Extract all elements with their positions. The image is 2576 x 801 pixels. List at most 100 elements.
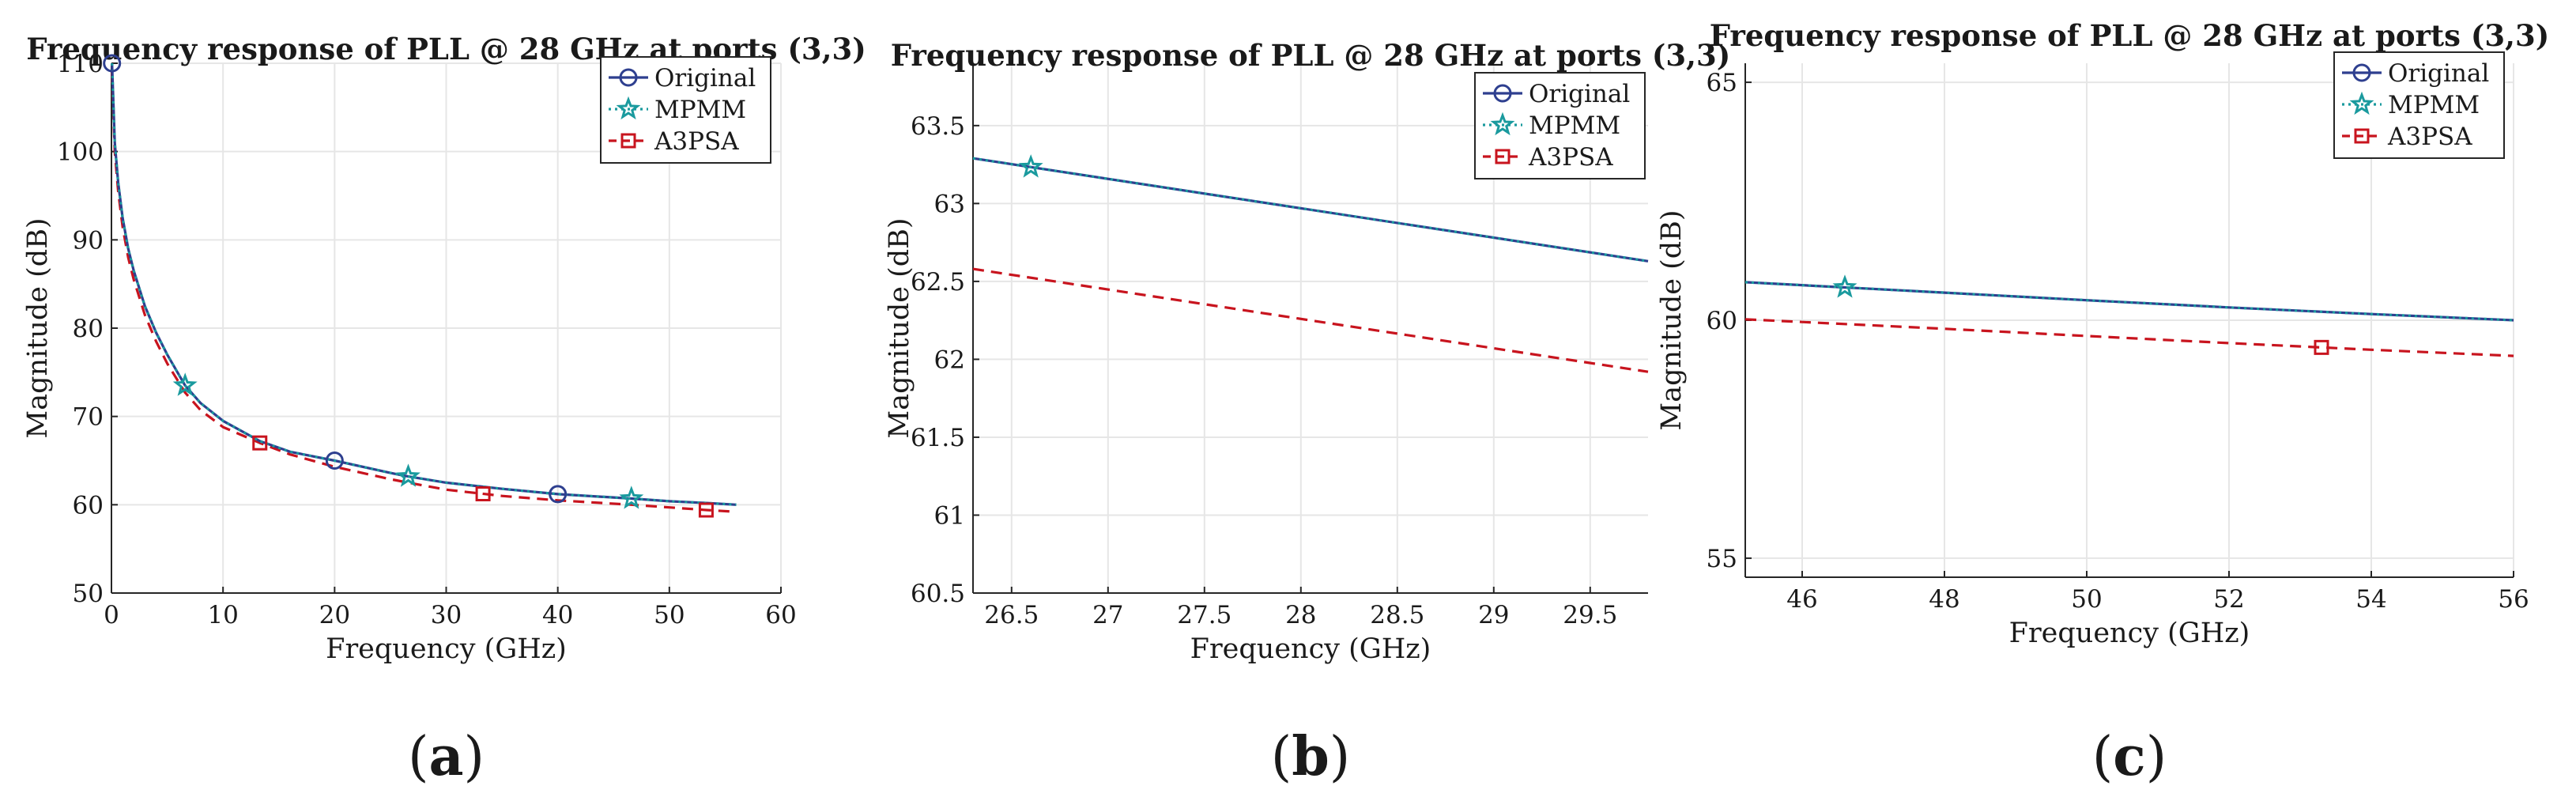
y-tick-label: 50 [73, 580, 104, 608]
x-axis-label: Frequency (GHz) [1190, 633, 1431, 665]
legend-label-original: Original [2388, 59, 2489, 88]
caption-open-paren: ( [2092, 726, 2114, 788]
x-tick-label: 30 [431, 601, 462, 629]
data-point-mpmm [396, 463, 421, 487]
legend-marker-a3psa [2354, 128, 2370, 144]
x-tick-label: 29 [1478, 601, 1509, 629]
x-tick-label: 10 [207, 601, 238, 629]
x-tick-label: 54 [2355, 585, 2386, 614]
x-axis-label: Frequency (GHz) [326, 633, 567, 665]
chart-panel-c: 46 48 50 52 54 56 55 60 65 Frequency response of … [1656, 18, 2549, 788]
chart-title: Frequency response of PLL @ 28 GHz at po… [1710, 18, 2549, 53]
legend-label-original: Original [654, 64, 756, 93]
data-point-a3psa [2314, 339, 2329, 355]
x-tick-label: 46 [1786, 585, 1817, 614]
series-line-original [111, 62, 737, 506]
legend-label-mpmm: MPMM [654, 96, 746, 124]
panel-caption: (a) [408, 725, 485, 788]
caption-close-paren: ) [2146, 726, 2167, 788]
data-point-a3psa [252, 435, 268, 451]
x-tick-label: 40 [542, 601, 573, 629]
data-point-mpmm [1018, 154, 1043, 178]
caption-close-paren: ) [1329, 726, 1351, 788]
y-axis-label: Magnitude (dB) [22, 217, 54, 438]
y-tick-label: 63.5 [911, 112, 965, 141]
data-point-original [103, 54, 122, 73]
y-axis-label: Magnitude (dB) [1656, 210, 1688, 430]
x-tick-label: 52 [2213, 585, 2244, 614]
legend-label-a3psa: A3PSA [1528, 143, 1613, 172]
legend-marker-original [619, 68, 638, 87]
legend-marker-a3psa [620, 133, 636, 149]
y-tick-label: 63 [934, 190, 965, 218]
x-tick-label: 48 [1929, 585, 1959, 614]
x-tick-label: 50 [2071, 585, 2102, 614]
x-tick-label: 26.5 [984, 601, 1039, 629]
x-tick-label: 50 [654, 601, 685, 629]
x-tick-label: 27 [1092, 601, 1123, 629]
panel-caption: (b) [1271, 725, 1351, 788]
legend-marker-original [1493, 84, 1512, 103]
y-tick-label: 61.5 [911, 424, 965, 452]
x-tick-label: 56 [2498, 585, 2529, 614]
y-tick-label: 61 [934, 501, 965, 530]
data-point-mpmm [1832, 274, 1858, 298]
y-tick-label: 60.5 [911, 580, 965, 608]
y-tick-label: 80 [73, 315, 104, 343]
series-line-a3psa [972, 267, 1649, 373]
chart-panel-b: 26.5 27 27.5 28 28.5 29 29.5 60.5 61 61.5 62 62.5 63… [884, 38, 1730, 788]
x-tick-label: 28 [1285, 601, 1316, 629]
caption-open-paren: ( [408, 726, 429, 788]
legend-label-a3psa: A3PSA [654, 127, 739, 156]
legend-marker-original [2352, 63, 2371, 82]
series-line-original [972, 157, 1649, 263]
legend-label-a3psa: A3PSA [2387, 123, 2472, 151]
series-line-mpmm [1744, 281, 2514, 322]
data-point-a3psa [698, 502, 714, 518]
x-axis-label: Frequency (GHz) [2009, 618, 2250, 649]
y-tick-label: 90 [73, 226, 104, 255]
chart-title: Frequency response of PLL @ 28 GHz at po… [891, 38, 1730, 73]
caption-letter: b [1292, 725, 1329, 788]
y-tick-label: 62 [934, 346, 965, 374]
legend: Original MPMM A3PSA [600, 56, 771, 164]
caption-letter: c [2113, 725, 2145, 788]
y-tick-label: 60 [1707, 307, 1737, 335]
caption-close-paren: ) [464, 726, 485, 788]
x-tick-label: 28.5 [1370, 601, 1424, 629]
legend-label-mpmm: MPMM [1529, 111, 1620, 140]
legend-marker-mpmm [2349, 91, 2374, 115]
data-point-a3psa [475, 486, 491, 502]
data-point-mpmm [172, 372, 198, 396]
caption-open-paren: ( [1271, 726, 1292, 788]
y-tick-label: 110 [57, 50, 104, 78]
data-point-original [325, 452, 344, 470]
caption-letter: a [428, 725, 463, 788]
x-tick-label: 20 [319, 601, 350, 629]
y-tick-label: 62.5 [911, 268, 965, 297]
y-tick-label: 100 [57, 138, 104, 167]
y-tick-label: 55 [1707, 545, 1737, 573]
x-tick-label: 60 [765, 601, 796, 629]
x-tick-label: 29.5 [1563, 601, 1617, 629]
x-tick-label: 0 [104, 601, 119, 629]
y-tick-label: 60 [73, 491, 104, 520]
legend-marker-mpmm [616, 96, 641, 120]
legend-marker-mpmm [1490, 111, 1515, 136]
series-line-a3psa [1744, 318, 2514, 357]
x-tick-label: 27.5 [1177, 601, 1231, 629]
legend-marker-a3psa [1495, 149, 1511, 164]
legend: Original MPMM A3PSA [1474, 72, 1646, 179]
y-tick-label: 65 [1707, 69, 1737, 97]
series-line-a3psa [111, 72, 737, 513]
legend-label-mpmm: MPMM [2388, 91, 2480, 119]
legend: Original MPMM A3PSA [2333, 51, 2505, 159]
data-point-original [549, 485, 568, 504]
panel-caption: (c) [2092, 725, 2167, 788]
data-point-mpmm [619, 486, 644, 509]
legend-label-original: Original [1529, 80, 1630, 108]
y-tick-label: 70 [73, 403, 104, 432]
y-axis-label: Magnitude (dB) [884, 217, 915, 438]
